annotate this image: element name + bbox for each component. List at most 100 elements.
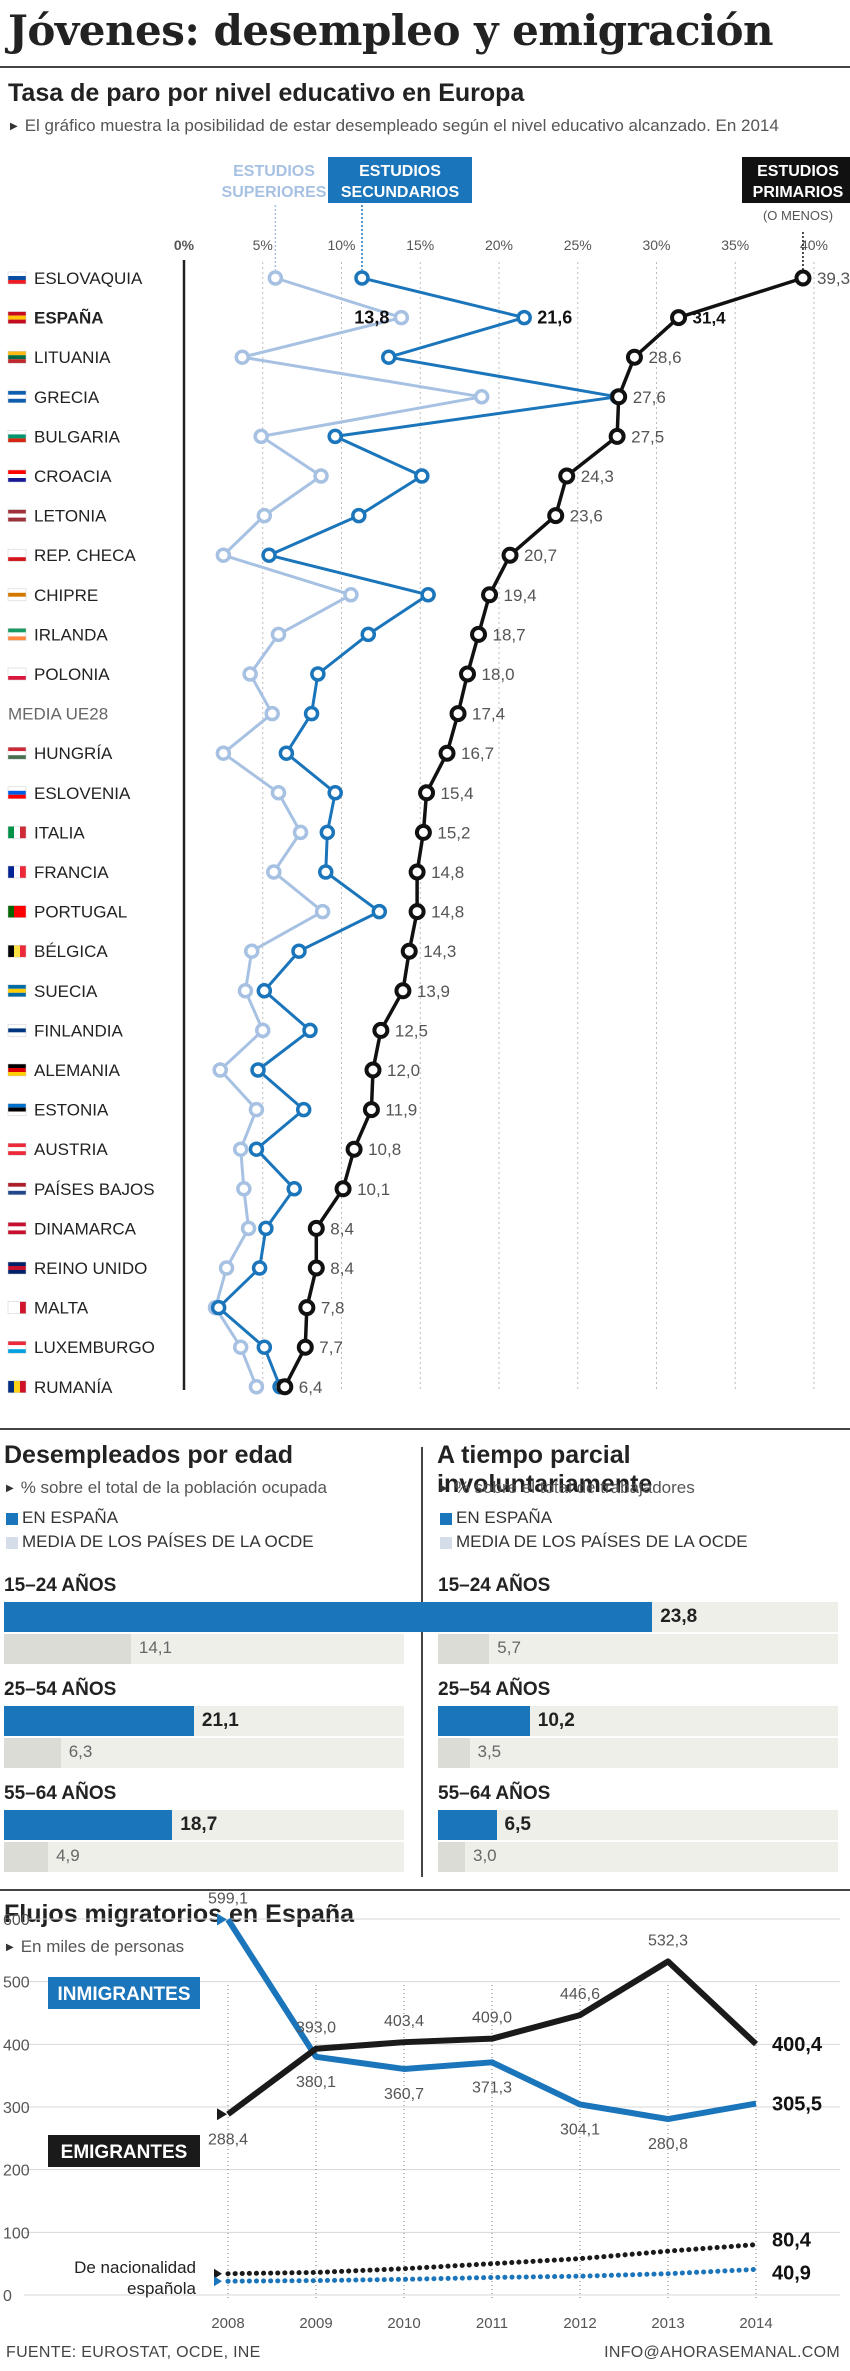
data-point xyxy=(291,943,307,959)
series-line xyxy=(226,1958,759,2117)
start-arrow xyxy=(217,1913,227,1926)
value-label: 21,6 xyxy=(537,308,572,328)
data-point xyxy=(212,1062,228,1078)
data-point xyxy=(242,666,258,682)
value-label: 31,4 xyxy=(693,309,727,328)
start-arrow xyxy=(214,2276,222,2287)
series-label-box xyxy=(742,157,850,203)
data-point xyxy=(296,1338,314,1356)
data-point xyxy=(327,785,343,801)
bar-track xyxy=(4,1842,404,1872)
value-label: 403,4 xyxy=(384,2013,424,2030)
value-label: 280,8 xyxy=(648,2136,688,2153)
country-label: CROACIA xyxy=(34,467,112,486)
flag-stripe xyxy=(8,351,26,356)
value-label: 446,6 xyxy=(560,1986,600,2003)
flag-stripe xyxy=(8,1182,26,1187)
flag-stripe xyxy=(20,826,26,839)
data-point xyxy=(381,349,397,365)
section1-rule xyxy=(0,1428,850,1430)
bar-value-label: 5,7 xyxy=(497,1638,521,1657)
data-point xyxy=(256,1339,273,1355)
flag-stripe xyxy=(20,945,26,958)
section2-rule xyxy=(0,1889,850,1891)
x-tick-label: 10% xyxy=(327,237,355,253)
value-label: 19,4 xyxy=(504,586,537,605)
value-label: 7,8 xyxy=(321,1299,345,1318)
flag-stripe xyxy=(8,905,14,918)
flag-border xyxy=(7,944,27,958)
bar-spain xyxy=(438,1706,530,1736)
value-label: 14,8 xyxy=(431,863,464,882)
value-label: 80,4 xyxy=(772,2230,812,2252)
country-label: ESLOVENIA xyxy=(34,784,131,803)
parttime-subtitle: % sobre el total de trabajadores xyxy=(440,1478,695,1498)
value-label: 12,0 xyxy=(387,1061,420,1080)
legend-spain-label: EN ESPAÑA xyxy=(22,1508,119,1527)
data-point xyxy=(516,309,532,326)
data-point xyxy=(240,1220,257,1237)
age-subtitle: % sobre el total de la población ocupada xyxy=(6,1478,327,1498)
flag-stripe xyxy=(8,945,14,958)
country-label: LITUANIA xyxy=(34,348,111,367)
data-point xyxy=(327,428,343,445)
y-tick-label: 0 xyxy=(3,2288,12,2305)
data-point xyxy=(248,1141,265,1157)
flag-border xyxy=(7,509,27,522)
country-label: BULGARIA xyxy=(34,427,121,446)
country-label: REINO UNIDO xyxy=(34,1259,147,1278)
flag-stripe xyxy=(8,478,26,482)
data-point xyxy=(459,665,476,683)
legend-spain-swatch xyxy=(440,1513,452,1525)
x-tick-label: 2008 xyxy=(211,2315,244,2332)
data-point xyxy=(218,1260,235,1276)
data-point xyxy=(318,864,334,880)
data-point xyxy=(232,1141,249,1157)
value-label: 16,7 xyxy=(461,744,494,763)
flag-border xyxy=(7,1301,27,1314)
flag-stripe xyxy=(8,474,26,478)
flag-stripe xyxy=(8,1103,26,1108)
flag-stripe xyxy=(8,672,26,676)
country-label: HUNGRÍA xyxy=(34,744,113,763)
flag-stripe xyxy=(8,1262,26,1266)
data-point xyxy=(253,428,269,445)
flag-stripe xyxy=(8,1345,26,1350)
data-point xyxy=(250,1062,266,1078)
flag-stripe xyxy=(8,1072,26,1076)
flag-stripe xyxy=(8,272,26,276)
value-label: 13,8 xyxy=(354,308,389,328)
flag-stripe xyxy=(8,790,26,795)
country-label: ESPAÑA xyxy=(34,308,104,328)
data-point xyxy=(267,270,284,286)
value-label: 13,9 xyxy=(417,982,450,1001)
data-point xyxy=(251,1260,268,1276)
data-point xyxy=(210,1299,227,1316)
value-label: 14,3 xyxy=(423,942,456,961)
flag-stripe xyxy=(8,1222,26,1227)
data-point xyxy=(360,626,377,643)
bar-value-label: 4,9 xyxy=(56,1846,80,1865)
value-label: 27,6 xyxy=(633,388,666,407)
legend-ocde-swatch xyxy=(440,1537,452,1549)
bar-value-label: 6,5 xyxy=(504,1814,531,1835)
data-point xyxy=(418,784,436,802)
bar-value-label: 3,5 xyxy=(477,1742,502,1761)
flag-stripe xyxy=(8,676,26,680)
flag-stripe xyxy=(8,319,26,324)
y-tick-label: 400 xyxy=(3,2037,30,2054)
x-tick-label: 35% xyxy=(721,237,749,253)
bar-track xyxy=(4,1738,404,1768)
x-tick-label: 2012 xyxy=(563,2315,596,2332)
bar-ocde xyxy=(4,1634,131,1664)
legend-spain-label: EN ESPAÑA xyxy=(456,1508,553,1527)
age-group-label: 15–24 AÑOS xyxy=(438,1575,551,1596)
bar-ocde xyxy=(438,1738,470,1768)
bar-spain xyxy=(438,1810,497,1840)
bar-value-label: 3,0 xyxy=(473,1846,497,1865)
flag-stripe xyxy=(8,1147,26,1152)
data-point xyxy=(256,983,273,999)
flag-border xyxy=(7,588,27,602)
flag-stripe xyxy=(8,984,26,989)
flag-stripe xyxy=(8,434,26,439)
